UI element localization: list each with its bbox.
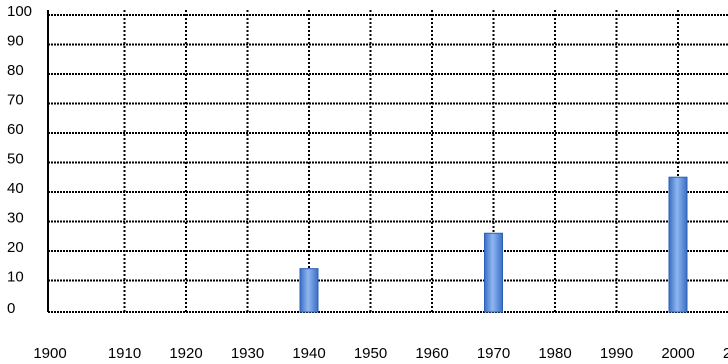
y-tick-label: 90	[7, 32, 24, 49]
x-tick-label: 1900	[33, 345, 66, 362]
y-tick-label: 60	[7, 121, 24, 138]
x-tick-label: 1950	[354, 345, 387, 362]
bar-1970	[484, 232, 503, 313]
y-axis-tick-labels: 0 10 20 30 40 50 60 70 80 90 100	[7, 3, 32, 317]
x-tick-label: 1940	[292, 345, 325, 362]
y-tick-label: 20	[7, 239, 24, 256]
x-tick-label: 1980	[538, 345, 571, 362]
bar-1940	[299, 268, 319, 313]
y-tick-label: 30	[7, 209, 24, 226]
x-tick-label: 2000	[661, 345, 694, 362]
x-axis-tick-labels: 1900 1910 1920 1930 1940 1950 1960 1970 1980 1990…	[33, 345, 728, 362]
y-tick-label: 0	[7, 300, 15, 317]
y-tick-label: 70	[7, 91, 24, 108]
x-tick-label: 1990	[600, 345, 633, 362]
x-tick-label: 1920	[169, 345, 202, 362]
y-tick-label: 80	[7, 62, 24, 79]
x-tick-label: 2010	[723, 345, 728, 362]
grid-lines	[47, 10, 728, 313]
bar-2000	[668, 176, 688, 313]
x-tick-label: 1930	[231, 345, 264, 362]
x-tick-label: 1970	[477, 345, 510, 362]
y-tick-label: 10	[7, 268, 24, 285]
bars	[299, 176, 688, 313]
x-tick-label: 1910	[108, 345, 141, 362]
y-tick-label: 100	[7, 3, 32, 20]
x-tick-label: 1960	[415, 345, 448, 362]
y-tick-label: 50	[7, 150, 24, 167]
y-tick-label: 40	[7, 180, 24, 197]
